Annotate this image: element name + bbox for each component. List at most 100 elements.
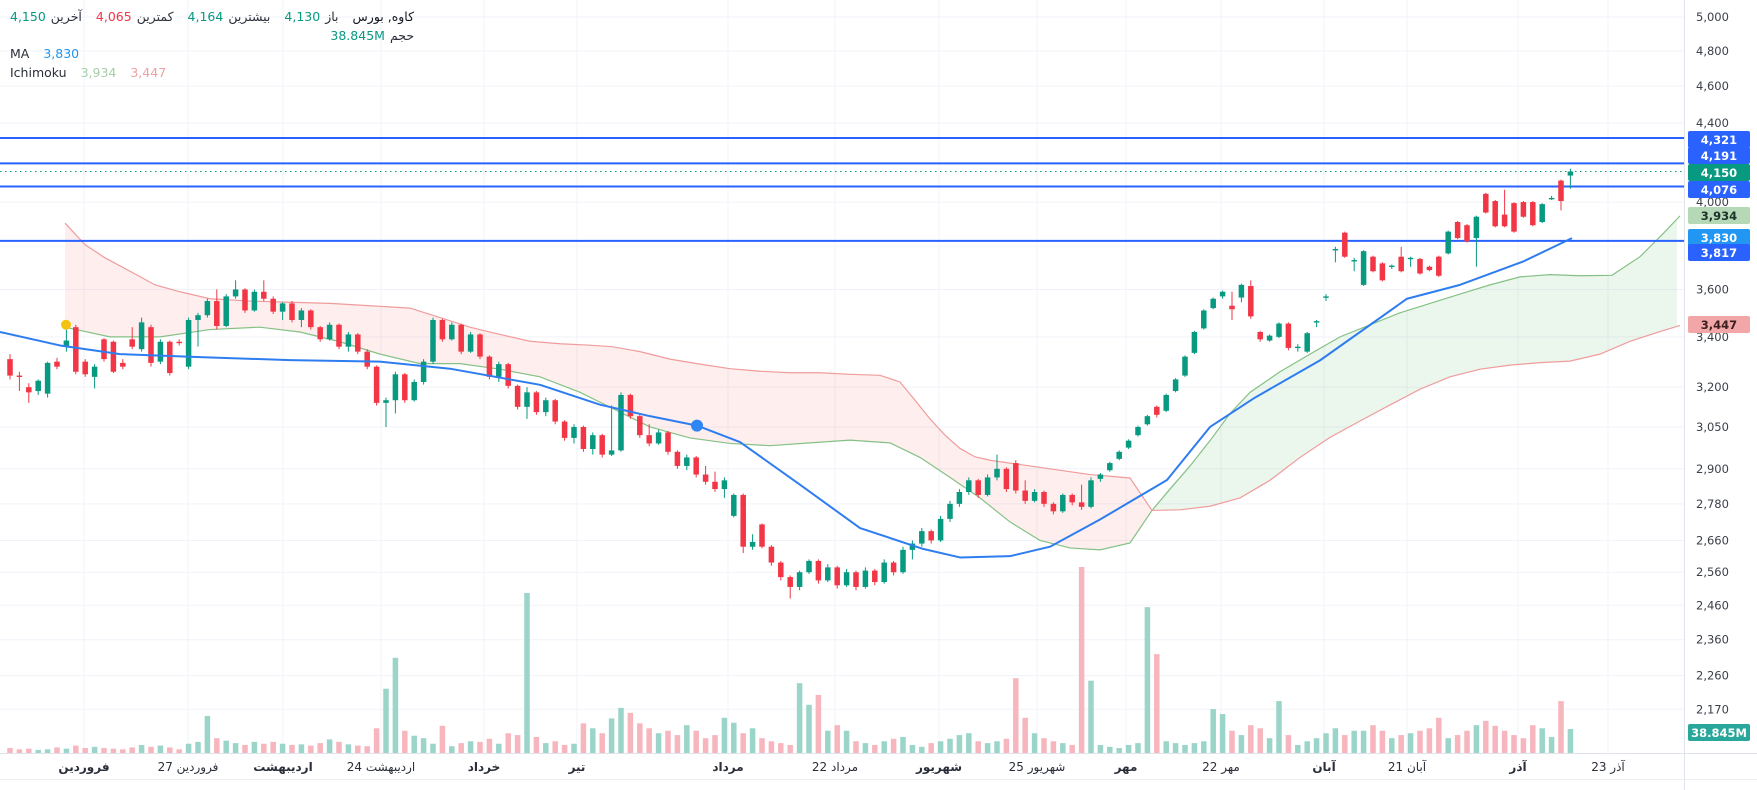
volume-bar bbox=[1182, 744, 1188, 753]
candle-body bbox=[684, 457, 690, 466]
volume-bar bbox=[1219, 714, 1226, 753]
candle-body bbox=[204, 301, 211, 316]
volume-bar bbox=[721, 717, 728, 753]
candle-body bbox=[120, 362, 126, 367]
price-badge-38.845M: 38.845M bbox=[1688, 724, 1750, 741]
candle-body bbox=[1219, 291, 1226, 297]
candle-body bbox=[843, 572, 850, 586]
price-badge-4,321: 4,321 bbox=[1688, 131, 1750, 148]
time-tick-label: خرداد bbox=[468, 760, 501, 774]
candle-body bbox=[138, 322, 145, 350]
volume-bar bbox=[430, 743, 436, 753]
candle-body bbox=[1041, 491, 1047, 504]
candle-body bbox=[430, 319, 436, 362]
ichimoku-senkou-b-value: 3,447 bbox=[130, 64, 167, 80]
svg-text:3,830: 3,830 bbox=[1701, 231, 1737, 245]
candle-body bbox=[1266, 335, 1273, 341]
volume-bar bbox=[251, 741, 258, 753]
volume-bar bbox=[364, 746, 370, 753]
candle-body bbox=[655, 432, 662, 444]
volume-bar bbox=[1013, 678, 1019, 753]
candle-body bbox=[364, 351, 370, 367]
volume-bar bbox=[392, 657, 399, 753]
time-tick-label: 24 اردیبهشت bbox=[347, 760, 416, 775]
ichimoku-senkou-a-value: 3,934 bbox=[80, 64, 117, 80]
candle-body bbox=[355, 334, 361, 352]
volume-bar bbox=[787, 744, 793, 753]
last-value: 4,150 bbox=[10, 9, 46, 24]
candle-body bbox=[223, 296, 229, 326]
volume-bar bbox=[54, 747, 60, 753]
open-pair: باز 4,130 bbox=[284, 8, 338, 27]
chart-legend: کاوه, بورس باز 4,130 بیشترین 4,164 کمتری… bbox=[10, 8, 414, 82]
candle-body bbox=[627, 394, 634, 417]
candle-body bbox=[825, 567, 831, 581]
svg-text:3,817: 3,817 bbox=[1701, 246, 1737, 260]
volume-bar bbox=[740, 733, 746, 753]
ma-label: MA bbox=[10, 46, 30, 61]
candle-body bbox=[1530, 202, 1536, 226]
candle-body bbox=[26, 387, 32, 393]
candle-body bbox=[1323, 296, 1329, 298]
candle-body bbox=[35, 380, 41, 392]
candle-body bbox=[984, 477, 991, 495]
volume-bar bbox=[505, 733, 511, 753]
volume-bar bbox=[1050, 741, 1057, 753]
volume-bar bbox=[1539, 728, 1545, 753]
volume-bar bbox=[1229, 730, 1235, 753]
candle-body bbox=[1069, 494, 1075, 503]
price-tick-label: 2,660 bbox=[1696, 533, 1729, 547]
candle-body bbox=[1144, 416, 1151, 425]
candle-body bbox=[1238, 284, 1245, 298]
yellow-dot-marker bbox=[61, 319, 71, 330]
candle-body bbox=[185, 319, 192, 367]
chart-markers bbox=[61, 319, 703, 432]
volume-bar bbox=[411, 735, 417, 753]
price-tick-label: 3,600 bbox=[1696, 282, 1729, 296]
volume-bar bbox=[853, 741, 859, 753]
time-tick-label: مهر bbox=[1114, 760, 1138, 774]
candle-body bbox=[618, 394, 624, 451]
volume-bar bbox=[185, 743, 192, 753]
candle-body bbox=[543, 400, 549, 413]
volume-bar bbox=[1107, 746, 1113, 753]
candle-body bbox=[1417, 258, 1423, 274]
candles[interactable] bbox=[7, 168, 1574, 599]
volume-bar bbox=[872, 744, 878, 753]
volume-bar bbox=[928, 743, 934, 753]
level-lines[interactable] bbox=[0, 137, 1684, 242]
candle-body bbox=[279, 303, 286, 312]
candle-body bbox=[439, 319, 446, 340]
volume-bar bbox=[1078, 566, 1085, 753]
volume-bar bbox=[608, 718, 615, 753]
time-axis[interactable]: فروردین 27 فروردین اردیبهشت 24 اردیبهشت خردا… bbox=[0, 753, 1757, 790]
volume-bar bbox=[862, 743, 869, 753]
candle-body bbox=[195, 315, 201, 320]
candle-body bbox=[1464, 225, 1470, 242]
time-tick-label: شهریور bbox=[915, 760, 962, 775]
legend-ma-row: MA 3,830 bbox=[10, 45, 414, 64]
candle-body bbox=[1154, 406, 1160, 415]
volume-bar bbox=[289, 744, 295, 753]
price-axis[interactable]: 5,000 4,800 4,600 4,400 4,000 3,600 3,400 3,200… bbox=[1684, 0, 1757, 790]
volume-bar bbox=[326, 739, 333, 753]
candle-body bbox=[101, 339, 107, 360]
volume-bar bbox=[1379, 730, 1386, 753]
candle-body bbox=[608, 450, 615, 455]
candle-body bbox=[947, 503, 953, 519]
volume-bar bbox=[947, 738, 953, 753]
ma-line bbox=[0, 237, 1573, 559]
legend-ohlc-row: کاوه, بورس باز 4,130 بیشترین 4,164 کمتری… bbox=[10, 8, 414, 27]
volume-bar bbox=[543, 743, 549, 753]
volume-bar bbox=[110, 748, 117, 753]
volume-bar bbox=[1558, 701, 1564, 753]
candle-body bbox=[1492, 201, 1498, 227]
candle-body bbox=[1116, 451, 1122, 459]
candle-body bbox=[561, 421, 568, 438]
volume-bar bbox=[477, 741, 483, 753]
volume-bar bbox=[355, 745, 361, 753]
volume-bar bbox=[1483, 720, 1489, 753]
candle-body bbox=[467, 334, 474, 352]
